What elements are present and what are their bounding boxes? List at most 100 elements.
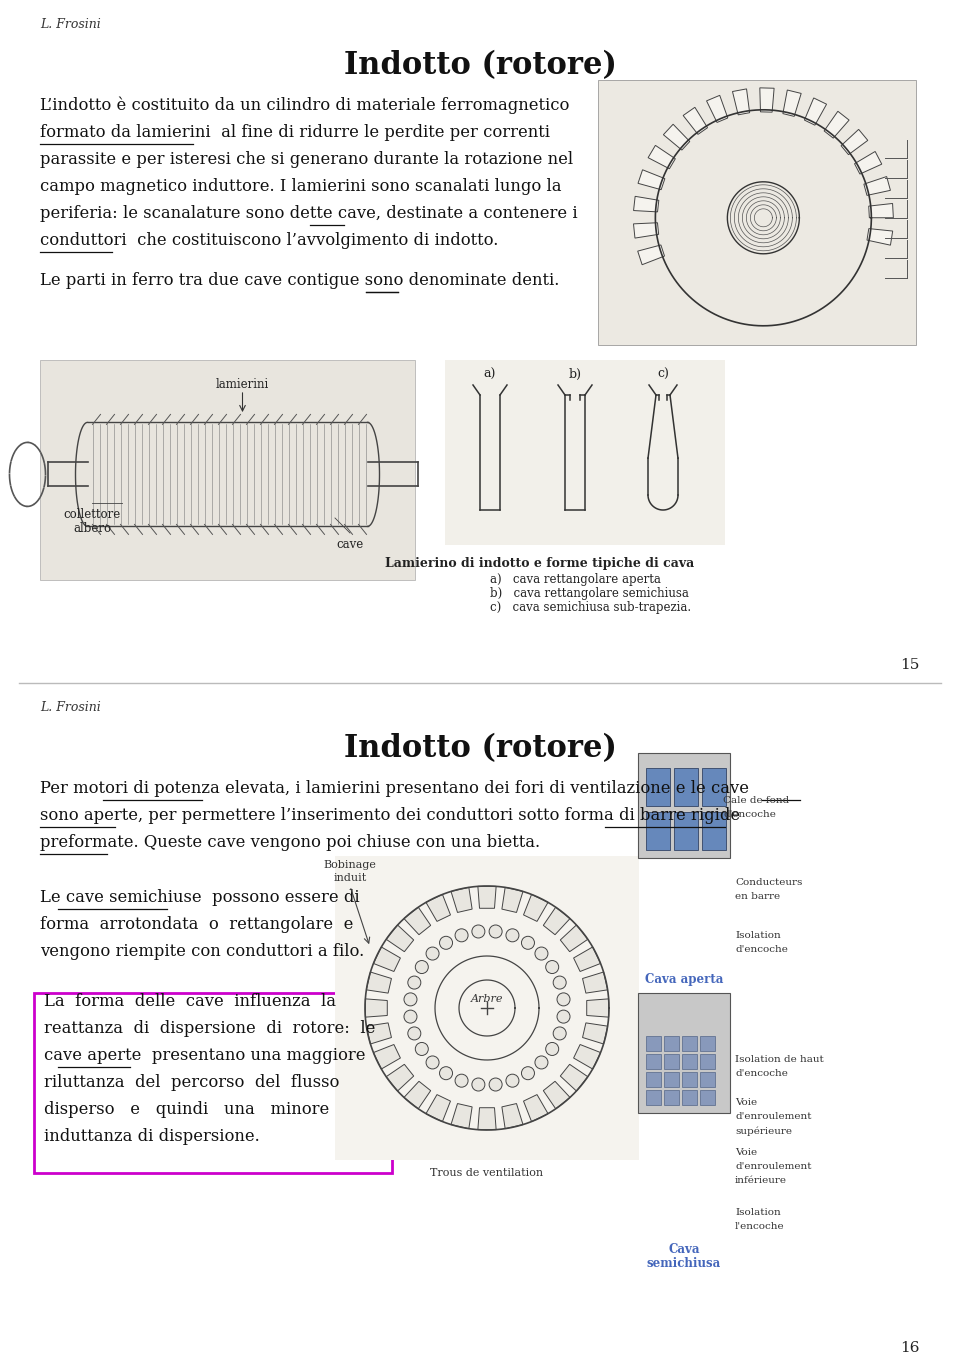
Polygon shape bbox=[386, 925, 414, 951]
Text: L’indotto è costituito da un cilindro di materiale ferromagnetico: L’indotto è costituito da un cilindro di… bbox=[40, 97, 569, 115]
Polygon shape bbox=[523, 894, 548, 921]
Circle shape bbox=[404, 1010, 417, 1023]
Circle shape bbox=[426, 947, 439, 960]
Circle shape bbox=[426, 1055, 439, 1069]
Text: campo magnetico induttore. I lamierini sono scanalati lungo la: campo magnetico induttore. I lamierini s… bbox=[40, 178, 562, 195]
Polygon shape bbox=[824, 111, 849, 138]
Polygon shape bbox=[478, 1107, 496, 1129]
Polygon shape bbox=[638, 170, 665, 190]
Bar bbox=[702, 812, 726, 850]
Circle shape bbox=[408, 1027, 420, 1040]
Bar bbox=[682, 1089, 697, 1105]
Polygon shape bbox=[478, 886, 496, 908]
Bar bbox=[646, 812, 670, 850]
Polygon shape bbox=[634, 223, 659, 238]
Polygon shape bbox=[573, 1044, 601, 1069]
Bar bbox=[646, 768, 670, 807]
Text: a): a) bbox=[484, 368, 496, 381]
Bar bbox=[674, 768, 698, 807]
Text: preformate. Queste cave vengono poi chiuse con una bietta.: preformate. Queste cave vengono poi chiu… bbox=[40, 834, 540, 852]
Circle shape bbox=[545, 961, 559, 973]
Text: Trous de ventilation: Trous de ventilation bbox=[430, 1167, 543, 1178]
Circle shape bbox=[506, 1074, 519, 1087]
Text: a)   cava rettangolare aperta: a) cava rettangolare aperta bbox=[490, 573, 660, 586]
Polygon shape bbox=[583, 1023, 608, 1044]
Polygon shape bbox=[587, 999, 609, 1017]
Text: d'enroulement: d'enroulement bbox=[735, 1162, 811, 1172]
Text: l'encoche: l'encoche bbox=[735, 1222, 784, 1232]
Text: semichiusa: semichiusa bbox=[647, 1258, 721, 1270]
Text: 15: 15 bbox=[900, 658, 920, 673]
Text: b)   cava rettangolare semichiusa: b) cava rettangolare semichiusa bbox=[490, 586, 689, 600]
Circle shape bbox=[455, 928, 468, 942]
Text: disperso   e   quindi   una   minore: disperso e quindi una minore bbox=[44, 1100, 329, 1118]
Text: Cava: Cava bbox=[668, 1243, 700, 1256]
Text: Isolation de haut: Isolation de haut bbox=[735, 1055, 824, 1064]
Polygon shape bbox=[684, 107, 708, 134]
Polygon shape bbox=[561, 1065, 588, 1091]
Text: conduttori  che costituiscono l’avvolgimento di indotto.: conduttori che costituiscono l’avvolgime… bbox=[40, 232, 498, 249]
Bar bbox=[674, 812, 698, 850]
Text: Indotto (rotore): Indotto (rotore) bbox=[344, 733, 616, 764]
Polygon shape bbox=[663, 124, 690, 150]
Text: L. Frosini: L. Frosini bbox=[40, 18, 101, 31]
Polygon shape bbox=[869, 204, 894, 217]
Circle shape bbox=[535, 1055, 548, 1069]
Polygon shape bbox=[373, 1044, 400, 1069]
Polygon shape bbox=[634, 197, 659, 212]
Polygon shape bbox=[732, 89, 750, 115]
Text: b): b) bbox=[568, 368, 582, 381]
Bar bbox=[664, 1054, 679, 1069]
Circle shape bbox=[490, 925, 502, 938]
Text: periferia: le scanalature sono dette cave, destinate a contenere i: periferia: le scanalature sono dette cav… bbox=[40, 205, 578, 221]
Text: Voie: Voie bbox=[735, 1098, 757, 1107]
Polygon shape bbox=[804, 98, 827, 126]
Polygon shape bbox=[841, 130, 868, 154]
Bar bbox=[40, 360, 415, 580]
Polygon shape bbox=[864, 176, 891, 195]
Text: vengono riempite con conduttori a filo.: vengono riempite con conduttori a filo. bbox=[40, 943, 364, 960]
Text: Cale de fond: Cale de fond bbox=[723, 796, 789, 805]
Circle shape bbox=[553, 976, 566, 990]
Bar bbox=[664, 1036, 679, 1051]
Text: induit: induit bbox=[333, 874, 367, 883]
Circle shape bbox=[557, 992, 570, 1006]
Text: d'encoche: d'encoche bbox=[735, 1069, 788, 1079]
Polygon shape bbox=[573, 947, 601, 972]
Bar bbox=[664, 1072, 679, 1087]
Polygon shape bbox=[451, 887, 472, 912]
Text: parassite e per isteresi che si generano durante la rotazione nel: parassite e per isteresi che si generano… bbox=[40, 150, 573, 168]
Text: supérieure: supérieure bbox=[735, 1126, 792, 1136]
Text: d'enroulement: d'enroulement bbox=[735, 1111, 811, 1121]
Text: Voie: Voie bbox=[735, 1148, 757, 1156]
Text: Bobinage: Bobinage bbox=[324, 860, 376, 869]
Text: Lamierino di indotto e forme tipiche di cava: Lamierino di indotto e forme tipiche di … bbox=[385, 556, 695, 570]
Circle shape bbox=[490, 1079, 502, 1091]
Circle shape bbox=[472, 925, 485, 938]
Polygon shape bbox=[502, 887, 523, 912]
Polygon shape bbox=[523, 1095, 548, 1121]
Polygon shape bbox=[373, 947, 400, 972]
Bar bbox=[638, 992, 730, 1113]
Text: d'encoche: d'encoche bbox=[735, 945, 788, 954]
Text: Cava aperta: Cava aperta bbox=[645, 973, 723, 986]
Text: inférieure: inférieure bbox=[735, 1176, 787, 1185]
Bar bbox=[646, 1089, 661, 1105]
Bar bbox=[682, 1054, 697, 1069]
Polygon shape bbox=[648, 145, 675, 168]
Text: d'encoche: d'encoche bbox=[723, 811, 776, 819]
Circle shape bbox=[408, 976, 420, 990]
Text: c): c) bbox=[657, 368, 669, 381]
Polygon shape bbox=[367, 1023, 392, 1044]
Text: La  forma  delle  cave  influenza  la: La forma delle cave influenza la bbox=[44, 992, 336, 1010]
Bar bbox=[646, 1054, 661, 1069]
Bar bbox=[682, 1072, 697, 1087]
Circle shape bbox=[416, 961, 428, 973]
Polygon shape bbox=[451, 1103, 472, 1129]
Text: formato da lamierini  al fine di ridurre le perdite per correnti: formato da lamierini al fine di ridurre … bbox=[40, 124, 550, 141]
Polygon shape bbox=[867, 228, 893, 245]
Polygon shape bbox=[783, 90, 802, 116]
Bar bbox=[646, 1036, 661, 1051]
Circle shape bbox=[557, 1010, 570, 1023]
Text: Isolation: Isolation bbox=[735, 931, 780, 940]
